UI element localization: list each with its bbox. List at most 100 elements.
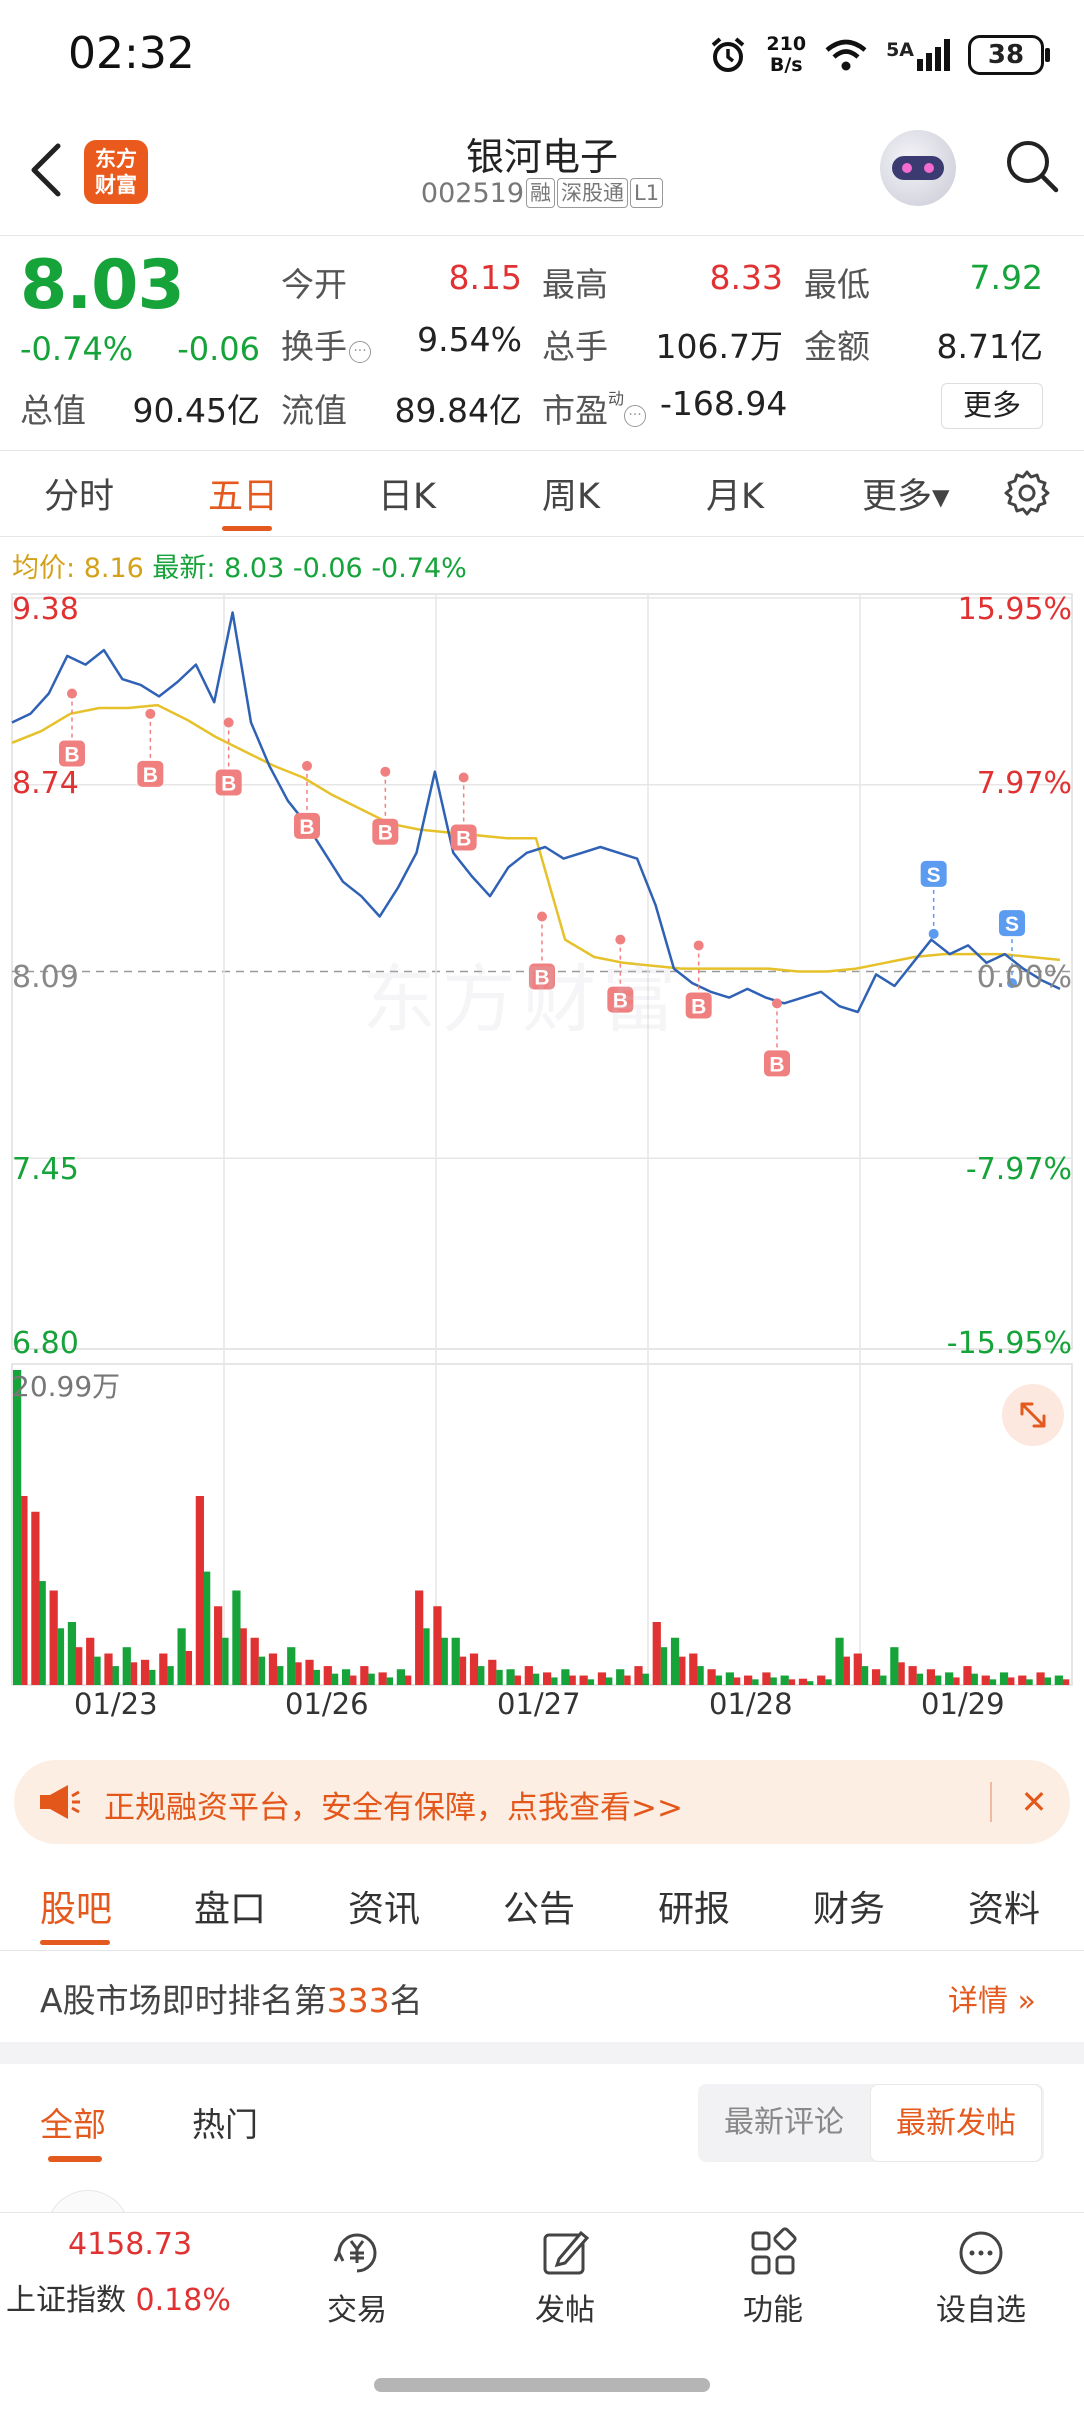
y-tick-reference: 8.09 <box>12 960 79 995</box>
x-tick-0126: 01/26 <box>285 1687 369 1721</box>
sort-latest-post[interactable]: 最新发帖 <box>870 2084 1042 2162</box>
turnover-label: 换手 ··· <box>281 320 371 368</box>
volume-bar <box>587 1679 595 1685</box>
nav-functions[interactable]: 功能 <box>713 2225 833 2329</box>
buy-marker-label: B <box>299 816 314 839</box>
volume-bar <box>561 1669 570 1685</box>
expand-chart-button[interactable] <box>1002 1384 1064 1446</box>
nav-post[interactable]: 发帖 <box>505 2225 625 2329</box>
volume-bar <box>725 1672 734 1685</box>
period-tabs: 分时 五日 日K 周K 月K 更多▾ <box>0 450 1084 536</box>
volume-bar <box>49 1590 58 1685</box>
volume-bar <box>880 1675 887 1685</box>
volume-label: 总手 <box>542 327 608 366</box>
volume-bar <box>642 1673 649 1685</box>
latest-change-pct: -0.74% <box>371 553 467 584</box>
home-indicator[interactable] <box>374 2378 710 2392</box>
nav-watchlist[interactable]: 设自选 <box>921 2225 1041 2329</box>
volume-bar <box>185 1650 193 1685</box>
megaphone-icon <box>40 1785 80 1819</box>
sort-toggle: 最新评论 最新发帖 <box>698 2084 1044 2162</box>
tab-all-posts[interactable]: 全部 <box>40 2105 106 2144</box>
pe-info-icon[interactable]: ··· <box>624 405 647 427</box>
volume-bar <box>744 1675 753 1685</box>
net-speed: 210 B/s <box>766 34 806 76</box>
tab-announcements[interactable]: 公告 <box>503 1889 576 1930</box>
volume-bar <box>579 1675 588 1685</box>
forum-tabs: 股吧 盘口 资讯 公告 研报 财务 资料 <box>0 1862 1084 1950</box>
tab-weekly-k[interactable]: 周K <box>542 477 600 517</box>
volume-bar <box>835 1637 844 1685</box>
stock-code-line: 002519 融深股通 L1 <box>0 178 1084 209</box>
tab-financials[interactable]: 财务 <box>813 1889 886 1930</box>
rank-detail-link[interactable]: 详情 » <box>948 1976 1036 2020</box>
ai-assistant-avatar[interactable] <box>880 130 956 206</box>
volume-bar <box>926 1669 936 1685</box>
tab-research[interactable]: 研报 <box>658 1889 731 1930</box>
active-tab-underline <box>222 526 272 531</box>
buy-marker-label: B <box>64 744 79 767</box>
rank-number: 333 <box>326 1981 390 2020</box>
tab-hot-posts[interactable]: 热门 <box>192 2105 258 2144</box>
tag-level1: L1 <box>630 178 664 208</box>
volume-bar <box>159 1653 168 1685</box>
change-amount: -0.06 <box>177 330 260 368</box>
volume-bar <box>488 1659 497 1685</box>
tab-stock-forum[interactable]: 股吧 <box>40 1889 113 1930</box>
battery-icon: 38 <box>968 35 1050 75</box>
tab-five-day[interactable]: 五日 <box>208 477 279 517</box>
volume-bar <box>506 1669 515 1685</box>
volume-bar <box>496 1669 503 1685</box>
volume-bar <box>514 1675 521 1685</box>
avg-label: 均价: <box>12 553 76 584</box>
back-icon[interactable] <box>22 138 72 202</box>
net-speed-unit: B/s <box>769 54 803 76</box>
volume-bar <box>441 1637 448 1685</box>
sort-latest-comment[interactable]: 最新评论 <box>724 2105 844 2140</box>
app-logo[interactable]: 东方 财富 <box>84 140 148 204</box>
volume-value: 106.7万 <box>655 327 783 366</box>
volume-bar <box>386 1677 394 1685</box>
volume-bar <box>459 1656 467 1685</box>
info-icon[interactable]: ··· <box>349 341 371 363</box>
price-line <box>11 611 1061 1014</box>
nav-functions-label: 功能 <box>743 2293 803 2328</box>
quote-panel: 8.03 -0.74% -0.06 今开 8.15 最高 8.33 最低 7.9… <box>0 236 1084 450</box>
forum-tabs-divider <box>0 1950 1084 1951</box>
ad-text: 正规融资平台，安全有保障，点我查看>> <box>104 1790 683 1826</box>
index-value: 4158.73 <box>68 2227 193 2262</box>
buy-marker-label: B <box>378 822 393 845</box>
pct-tick-upper: 7.97% <box>976 766 1072 801</box>
volume-bar <box>843 1656 850 1685</box>
volume-bar <box>707 1669 716 1685</box>
volume-bar <box>679 1656 686 1685</box>
volume-bar <box>660 1647 668 1685</box>
pe-superscript: 动 <box>608 389 625 408</box>
pe-value: -168.94 <box>660 384 788 423</box>
buy-marker-label: B <box>613 990 628 1013</box>
close-icon[interactable]: ✕ <box>1020 1783 1048 1821</box>
search-icon[interactable] <box>1004 138 1060 194</box>
tab-monthly-k[interactable]: 月K <box>706 477 764 517</box>
post-icon <box>543 2230 590 2275</box>
tab-daily-k[interactable]: 日K <box>378 477 436 517</box>
volume-bar <box>624 1675 631 1685</box>
tab-news[interactable]: 资讯 <box>348 1889 421 1930</box>
tab-more-periods[interactable]: 更多▾ <box>862 477 950 517</box>
volume-bar <box>770 1677 777 1685</box>
more-quote-button[interactable]: 更多 <box>941 383 1043 429</box>
tab-profile[interactable]: 资料 <box>968 1889 1041 1930</box>
volume-bar <box>890 1647 899 1685</box>
pe-label-text: 市盈 <box>542 391 608 430</box>
tag-shenzhen-connect: 深股通 <box>557 178 628 208</box>
gear-icon[interactable] <box>1002 468 1052 518</box>
pct-tick-max: 15.95% <box>957 592 1072 627</box>
ad-banner[interactable]: 正规融资平台，安全有保障，点我查看>> ✕ <box>14 1760 1070 1844</box>
nav-trade[interactable]: 交易 <box>297 2225 417 2329</box>
volume-bar <box>167 1666 174 1685</box>
latest-value: 8.03 <box>224 553 285 584</box>
tab-order-book[interactable]: 盘口 <box>194 1889 267 1930</box>
market-rank-row[interactable]: A股市场即时排名第333名 详情 » <box>0 1952 1084 2042</box>
tab-intraday[interactable]: 分时 <box>44 477 115 517</box>
